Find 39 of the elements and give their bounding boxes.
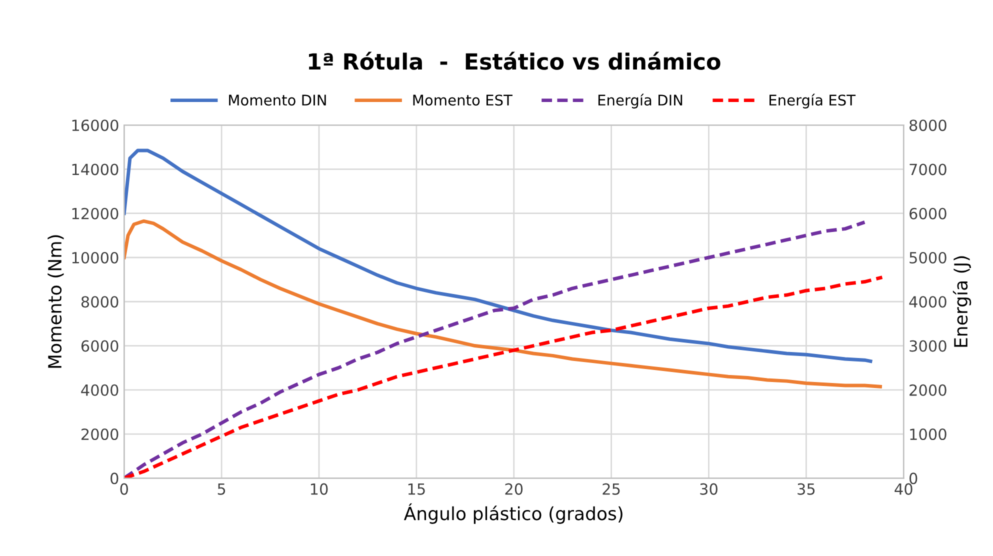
- x-tick-label: 15: [408, 483, 425, 495]
- y2-tick-label: 8000: [910, 120, 946, 132]
- y2-tick-label: 6000: [910, 208, 946, 220]
- y2-tick-label: 2000: [910, 384, 946, 396]
- line-series: [124, 148, 872, 363]
- line-series: [124, 220, 866, 478]
- y-tick-label: 2000: [82, 428, 118, 440]
- x-tick-label: 25: [602, 483, 620, 495]
- legend-label: Energía EST: [770, 94, 856, 108]
- x-tick-label: 35: [798, 483, 815, 495]
- x-tick-label: 5: [218, 483, 226, 495]
- x-tick-label: 40: [894, 483, 912, 495]
- legend-label: Energía DIN: [598, 94, 682, 108]
- y-axis-title: Momento (Nm): [48, 235, 64, 368]
- y-tick-label: 12000: [72, 208, 118, 220]
- x-tick-label: 10: [310, 483, 328, 495]
- line-series: [124, 276, 884, 478]
- y2-tick-label: 5000: [910, 252, 946, 264]
- line-series: [124, 219, 882, 388]
- x-tick-label: 30: [700, 483, 718, 495]
- y2-tick-label: 7000: [910, 164, 946, 176]
- x-tick-label: 0: [120, 483, 128, 495]
- chart-title: 1ª Rótula - Estático vs dinámico: [308, 52, 720, 70]
- y2-axis-title: Energía (J): [952, 256, 972, 347]
- y2-tick-label: 4000: [909, 296, 946, 308]
- y-tick-label: 0: [110, 472, 118, 484]
- y-tick-label: 4000: [81, 384, 118, 396]
- y2-tick-label: 0: [910, 472, 918, 484]
- x-axis-title: Ángulo plástico (grados): [404, 503, 622, 524]
- legend-label: Momento EST: [413, 94, 512, 106]
- y-tick-label: 14000: [72, 164, 118, 176]
- y-tick-label: 6000: [81, 340, 118, 352]
- x-tick-label: 20: [505, 483, 523, 495]
- y-tick-label: 8000: [81, 296, 118, 308]
- y-tick-label: 16000: [72, 120, 118, 132]
- y2-tick-label: 3000: [910, 340, 946, 352]
- y-tick-label: 10000: [72, 252, 118, 264]
- y2-tick-label: 1000: [910, 428, 946, 440]
- legend-label: Momento DIN: [229, 94, 326, 106]
